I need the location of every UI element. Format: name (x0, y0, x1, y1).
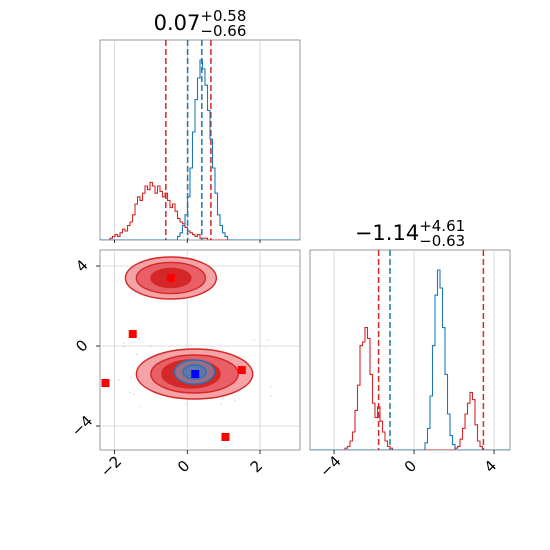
hist-param2-red (310, 327, 510, 450)
sample-dot (269, 385, 272, 388)
sample-dot (123, 345, 125, 348)
sample-dot (220, 403, 222, 406)
sample-dot (222, 397, 225, 400)
joint-ytick-label-0: −4 (68, 412, 96, 440)
joint-panel (99, 249, 301, 451)
sample-dot (138, 338, 141, 340)
marginal-panel-param2-frame (309, 249, 511, 451)
marginal-panel-param2 (309, 249, 511, 451)
sample-dot (118, 379, 120, 382)
marker-point-0 (166, 274, 175, 282)
marg2-xtick-label-2: 4 (481, 457, 500, 476)
sample-dot (135, 353, 138, 356)
title-param1: 0.07+0.58 (154, 7, 247, 35)
title-param2-minus: −0.63 (419, 232, 465, 250)
marginal-panel-param1-frame (99, 39, 301, 241)
marker-point-5 (191, 370, 200, 378)
hist-param2-blue (310, 269, 510, 450)
sample-dot (253, 339, 256, 342)
sample-dot (185, 402, 188, 405)
title-param1-plus: +0.58 (200, 7, 246, 25)
title-param1-minus-text: −0.66 (200, 22, 246, 40)
sample-dot (150, 345, 152, 348)
hist-param1-blue (100, 59, 300, 240)
sample-dot (139, 405, 142, 408)
sample-dot (267, 339, 269, 341)
joint-xtick-label-2: 2 (247, 457, 266, 476)
title-param1-value: 0.07 (154, 11, 201, 35)
sample-dot (130, 377, 132, 379)
sample-dot (132, 393, 135, 395)
title-param2-plus: +4.61 (419, 217, 465, 235)
joint-xtick-label-0: −2 (97, 452, 125, 480)
sample-dot (123, 342, 126, 345)
joint-ytick-label-2: 4 (72, 256, 91, 275)
hist-param1-red (100, 181, 300, 240)
joint-panel-frame (99, 249, 301, 451)
sample-dot (234, 399, 236, 402)
sample-dot (129, 391, 132, 394)
marker-point-2 (101, 379, 110, 387)
sample-dot (265, 347, 267, 349)
joint-ytick-label-1: 0 (72, 336, 91, 355)
joint-xtick-label-1: 0 (174, 457, 193, 476)
title-param1-minus: −0.66 (200, 22, 246, 40)
marg2-xtick-label-1: 0 (401, 457, 420, 476)
marg2-xtick-label-0: −4 (316, 452, 344, 480)
title-param2-value: −1.14 (355, 221, 419, 245)
title-param2-minus-text: −0.63 (419, 232, 465, 250)
marker-point-1 (128, 330, 137, 338)
marker-point-4 (221, 433, 230, 441)
marginal-panel-param1 (99, 39, 301, 241)
sample-dot (269, 395, 272, 398)
marker-point-3 (237, 366, 246, 374)
title-param2: −1.14+4.61 (355, 217, 465, 245)
